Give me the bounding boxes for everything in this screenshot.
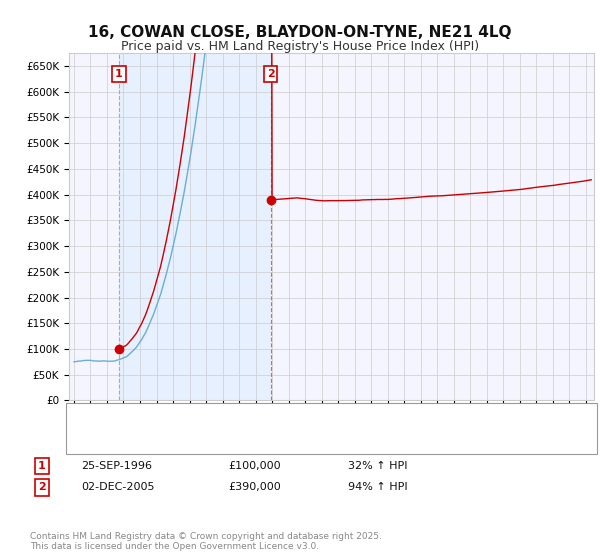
Text: 02-DEC-2005: 02-DEC-2005	[81, 482, 155, 492]
Text: 25-SEP-1996: 25-SEP-1996	[81, 461, 152, 471]
Text: 1: 1	[38, 461, 46, 471]
Text: £390,000: £390,000	[228, 482, 281, 492]
Text: Contains HM Land Registry data © Crown copyright and database right 2025.
This d: Contains HM Land Registry data © Crown c…	[30, 532, 382, 552]
Text: 2: 2	[38, 482, 46, 492]
Text: ─────: ─────	[75, 437, 109, 447]
Text: ─────: ─────	[75, 424, 109, 435]
Text: 16, COWAN CLOSE, BLAYDON-ON-TYNE, NE21 4LQ: 16, COWAN CLOSE, BLAYDON-ON-TYNE, NE21 4…	[88, 25, 512, 40]
Text: 94% ↑ HPI: 94% ↑ HPI	[348, 482, 407, 492]
Text: 2: 2	[267, 69, 275, 79]
Text: 1: 1	[115, 69, 123, 79]
Text: HPI: Average price, detached house, Gateshead: HPI: Average price, detached house, Gate…	[114, 437, 364, 447]
Text: 32% ↑ HPI: 32% ↑ HPI	[348, 461, 407, 471]
Bar	[119, 53, 271, 400]
Text: £100,000: £100,000	[228, 461, 281, 471]
Text: 16, COWAN CLOSE, BLAYDON-ON-TYNE, NE21 4LQ (detached house): 16, COWAN CLOSE, BLAYDON-ON-TYNE, NE21 4…	[114, 424, 470, 435]
Text: Price paid vs. HM Land Registry's House Price Index (HPI): Price paid vs. HM Land Registry's House …	[121, 40, 479, 53]
